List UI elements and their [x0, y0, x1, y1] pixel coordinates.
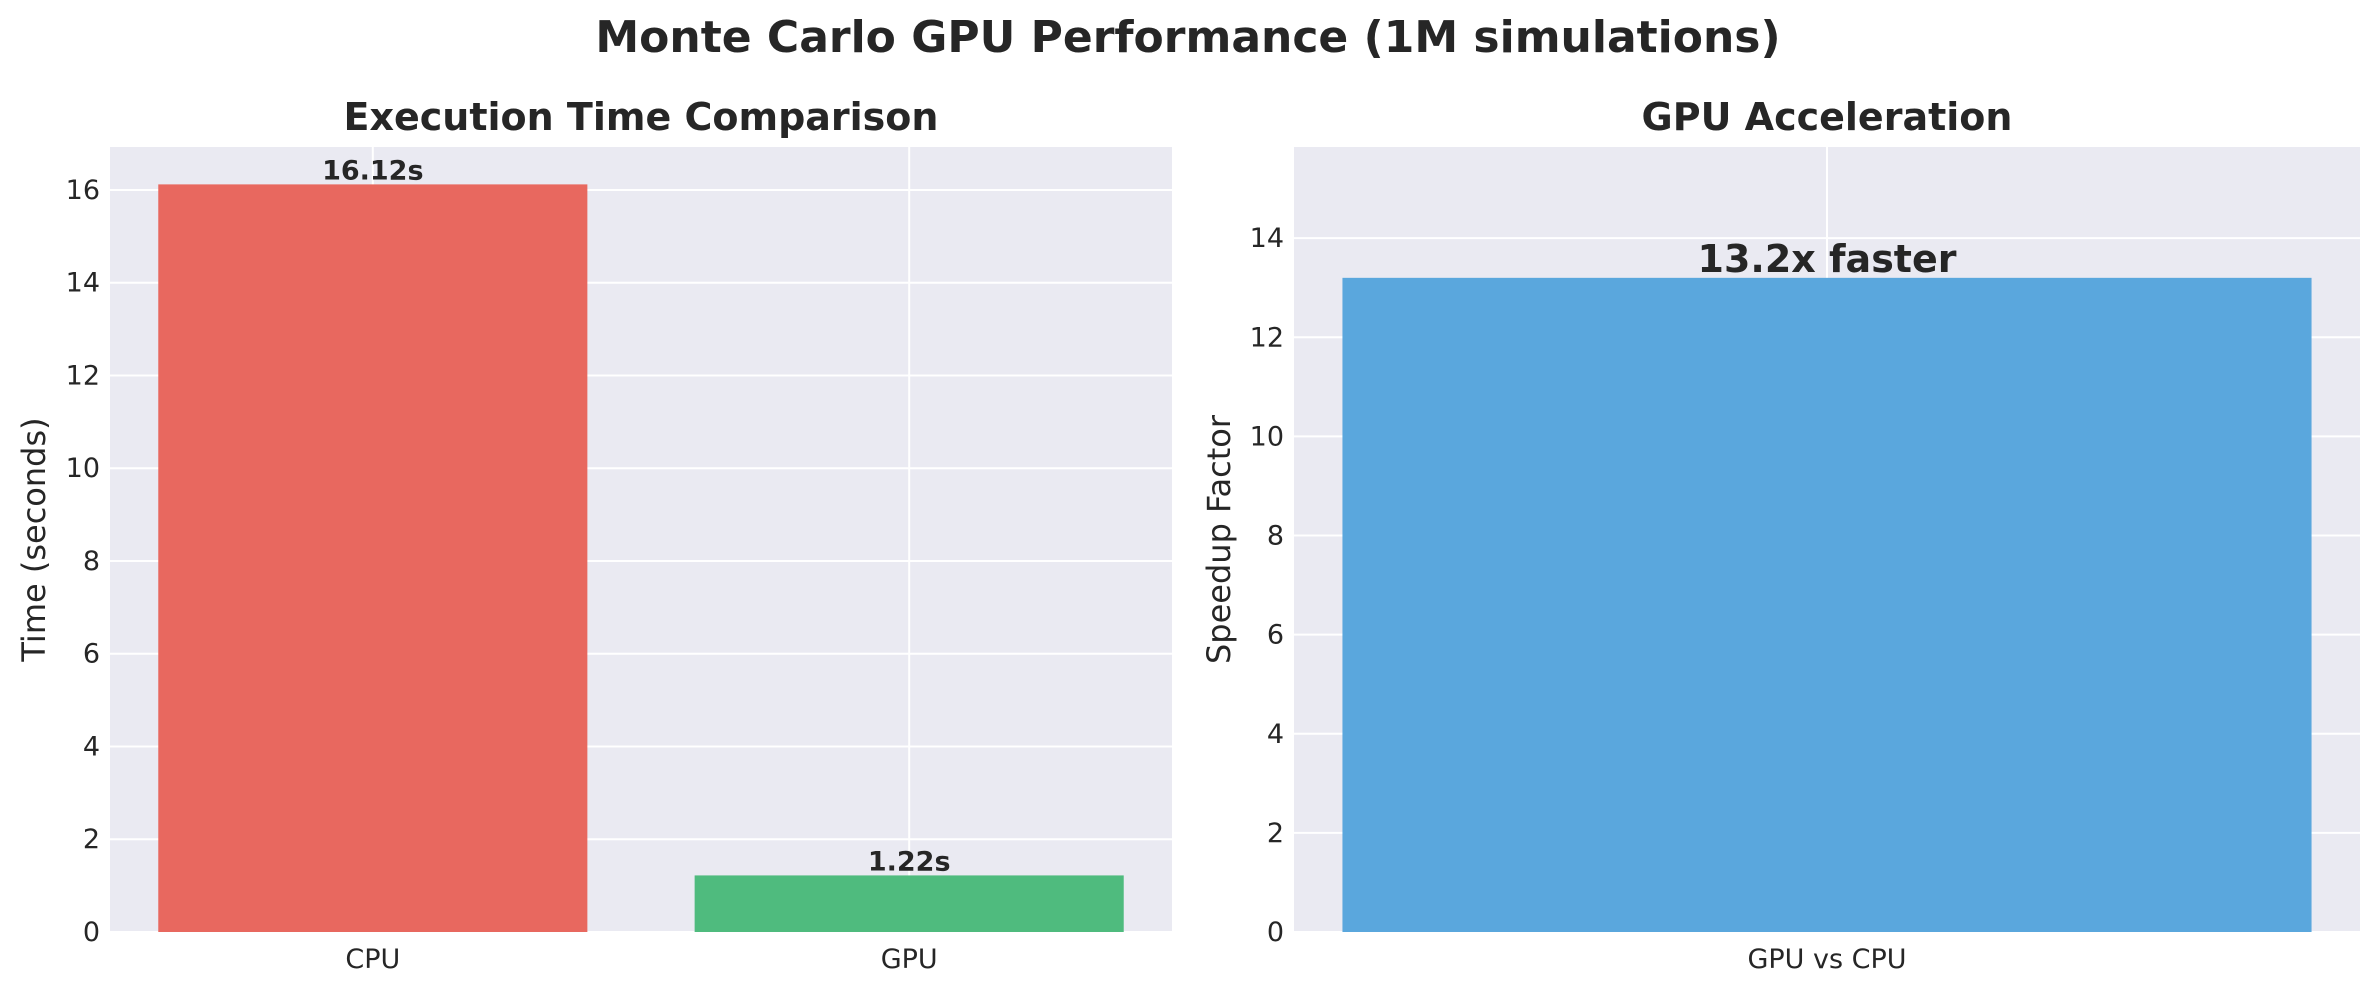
figure-suptitle: Monte Carlo GPU Performance (1M simulati…: [595, 12, 1780, 63]
y-tick-label: 16: [66, 175, 100, 206]
speedup-panel: 0 2 4 6 8 10 12 14 13.2x faster GPU vs CPU GPU Acc…: [1200, 95, 2360, 975]
y-axis-label: Time (seconds): [15, 417, 53, 662]
y-tick-label: 2: [1267, 818, 1284, 849]
axes-title: Execution Time Comparison: [344, 95, 939, 139]
y-tick-label: 6: [1267, 620, 1284, 651]
y-tick-label: 14: [66, 268, 100, 299]
y-tick-label: 4: [83, 731, 100, 762]
y-tick-label: 6: [83, 639, 100, 670]
y-tick-label: 8: [83, 546, 100, 577]
y-tick-label: 0: [1267, 917, 1284, 948]
x-tick-label: GPU: [881, 944, 938, 975]
bar-cpu: [158, 184, 588, 932]
y-tick-label: 10: [66, 453, 100, 484]
y-tick-label: 12: [1250, 322, 1284, 353]
y-tick-label: 14: [1250, 223, 1284, 254]
bar-gpu: [694, 875, 1124, 932]
bar-value-label: 13.2x faster: [1698, 237, 1957, 281]
axes-title: GPU Acceleration: [1642, 95, 2013, 139]
y-tick-label: 10: [1250, 421, 1284, 452]
y-tick-label: 8: [1267, 521, 1284, 552]
y-tick-label: 2: [83, 824, 100, 855]
y-tick-label: 0: [83, 917, 100, 948]
bar-value-label: 1.22s: [868, 846, 951, 877]
x-tick-label: CPU: [345, 944, 400, 975]
y-tick-label: 12: [66, 360, 100, 391]
y-tick-label: 4: [1267, 719, 1284, 750]
bar-value-label: 16.12s: [322, 155, 423, 186]
y-axis-label: Speedup Factor: [1200, 414, 1238, 664]
x-tick-label: GPU vs CPU: [1747, 944, 1906, 975]
bar-gpu-vs-cpu: [1342, 277, 2312, 932]
time-comparison-panel: 0 2 4 6 8 10 12 14 16 16.12s 1.22s CPU GPU Execution …: [15, 95, 1172, 975]
